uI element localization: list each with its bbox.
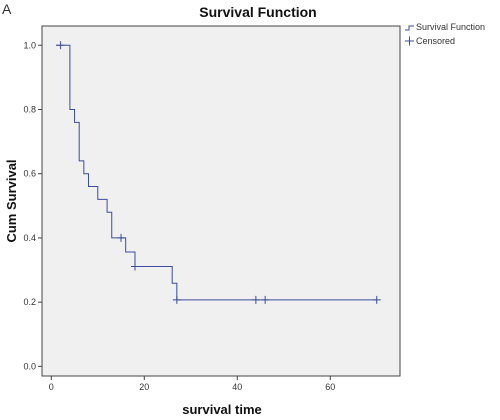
series-layer — [55, 41, 381, 304]
censored-marker — [251, 295, 260, 304]
legend-censored-swatch — [405, 36, 414, 46]
y-tick-label: 0.0 — [23, 361, 36, 371]
y-tick-label: 0.4 — [23, 233, 36, 243]
censored-marker — [56, 41, 65, 50]
legend: Survival Function Censored — [405, 22, 485, 46]
censored-marker — [372, 295, 381, 304]
y-tick-label: 0.8 — [23, 104, 36, 114]
y-tick-label: 0.2 — [23, 297, 36, 307]
x-tick-label: 40 — [232, 382, 242, 392]
y-axis: 0.0 0.2 0.4 0.6 0.8 1.0 — [23, 40, 42, 371]
panel-letter: A — [2, 1, 12, 17]
legend-survival-label: Survival Function — [416, 22, 485, 32]
x-tick-label: 0 — [49, 382, 54, 392]
legend-survival-swatch — [405, 25, 414, 31]
chart-title: Survival Function — [199, 4, 316, 20]
legend-censored-label: Censored — [416, 36, 455, 46]
censored-marker — [117, 233, 126, 242]
y-axis-label: Cum Survival — [4, 159, 19, 242]
survival-function-line — [55, 44, 377, 301]
x-tick-label: 20 — [139, 382, 149, 392]
censored-marker — [172, 295, 181, 304]
x-axis-label: survival time — [182, 402, 262, 417]
x-axis: 0 20 40 60 — [49, 376, 335, 392]
censored-marker — [130, 262, 139, 271]
plot-area — [41, 25, 401, 377]
y-tick-label: 1.0 — [23, 40, 36, 50]
y-tick-label: 0.6 — [23, 169, 36, 179]
x-tick-label: 60 — [325, 382, 335, 392]
censored-marker — [261, 295, 270, 304]
